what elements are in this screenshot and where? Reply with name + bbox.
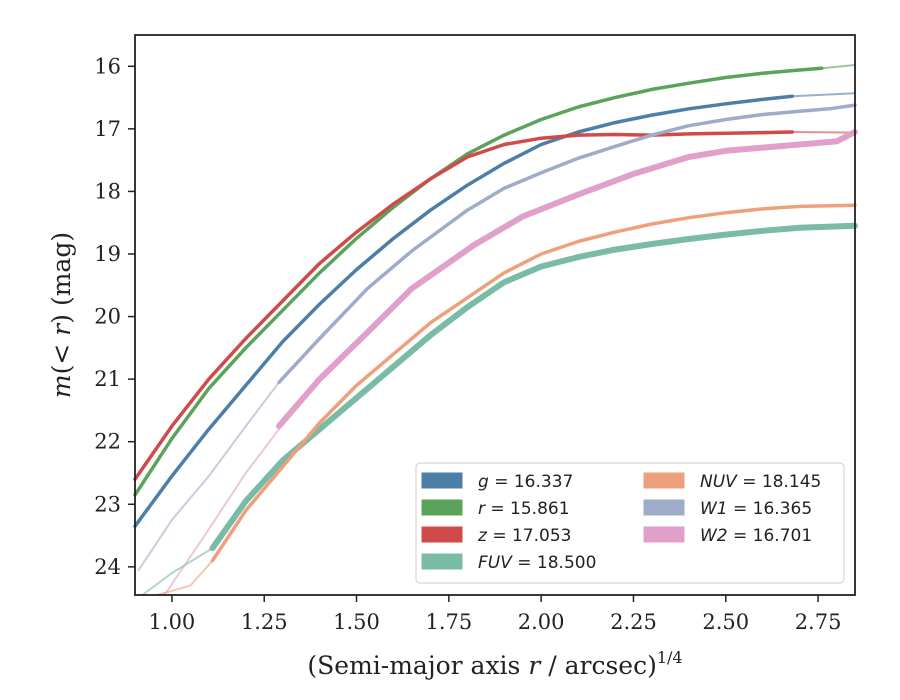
y-tick-label: 22 (94, 430, 121, 454)
series-NUV (156, 203, 857, 596)
x-tick-label: 1.00 (149, 610, 196, 634)
x-tick-label: 2.75 (795, 610, 842, 634)
legend-entry-z: z = 17.053 (421, 526, 571, 546)
x-axis-title-exponent: 1/4 (657, 648, 683, 667)
legend: g = 16.337 r = 15.861 z = 17.053 FUV = 18.5… (415, 462, 845, 584)
series-z-line (133, 130, 794, 481)
legend-frame (415, 462, 845, 584)
plot-frame (134, 34, 856, 596)
legend-entry-W1: W1 = 16.365 (643, 499, 812, 519)
series-W1 (137, 103, 857, 571)
legend-swatch-g (421, 472, 463, 489)
x-tick-label: 1.50 (333, 610, 380, 634)
legend-label-W2: W2 = 16.701 (700, 526, 812, 546)
legend-label-NUV: NUV = 18.145 (700, 472, 821, 492)
legend-swatch-W2 (643, 526, 685, 543)
legend-entry-r: r = 15.861 (421, 499, 570, 519)
series-z (133, 130, 856, 481)
legend-label-r: r = 15.861 (478, 499, 570, 519)
legend-swatch-r (421, 499, 463, 516)
series-W1-extension-line (137, 381, 280, 571)
series-W2 (163, 129, 858, 596)
series-r-line (133, 66, 824, 497)
x-tick-label: 1.75 (425, 610, 472, 634)
x-axis-title: (Semi-major axis r / arcsec)1/4 (307, 648, 682, 680)
series-NUV-line (210, 203, 857, 563)
y-tick-label: 23 (94, 492, 121, 516)
series-g (133, 92, 856, 528)
y-axis-title-m: m (47, 374, 76, 398)
series-NUV-extension-line (156, 559, 214, 596)
y-tick-label: 18 (94, 179, 121, 203)
legend-swatch-W1 (643, 499, 685, 516)
y-tick-label: 21 (94, 367, 121, 391)
legend-entry-W2: W2 = 16.701 (643, 526, 812, 546)
y-axis-title-close: ) (mag) (47, 232, 76, 324)
series-FUV (141, 222, 858, 596)
y-tick-label: 24 (94, 555, 121, 579)
legend-label-z: z = 17.053 (477, 526, 571, 546)
series-g-extension-line (791, 92, 856, 98)
x-tick-label: 2.50 (702, 610, 749, 634)
legend-swatch-NUV (643, 472, 685, 489)
y-axis-title: m(< r) (mag) (47, 232, 76, 398)
y-axis-ticks: 16 17 18 19 20 21 22 23 24 (94, 54, 135, 579)
x-axis-ticks: 1.00 1.25 1.50 1.75 2.00 2.25 2.50 2.75 (149, 595, 842, 634)
series-W1-line (277, 103, 857, 385)
legend-entry-FUV: FUV = 18.500 (421, 553, 596, 573)
y-tick-label: 20 (94, 305, 121, 329)
y-tick-label: 16 (94, 54, 121, 78)
legend-swatch-FUV (421, 553, 463, 570)
y-axis-title-r: r (47, 322, 76, 336)
series-g-line (133, 94, 794, 528)
series-layer (133, 64, 858, 596)
x-tick-label: 1.25 (241, 610, 288, 634)
x-tick-label: 2.00 (518, 610, 565, 634)
legend-entry-g: g = 16.337 (421, 472, 573, 492)
x-axis-title-prefix: (Semi-major axis (307, 651, 528, 680)
x-axis-title-suffix: / arcsec) (540, 651, 657, 680)
series-r-extension-line (820, 64, 856, 70)
series-FUV-line (209, 222, 858, 552)
y-axis-title-open: (< (47, 336, 76, 375)
series-FUV-extension-line (141, 547, 214, 596)
legend-label-g: g = 16.337 (478, 472, 573, 492)
legend-label-FUV: FUV = 18.500 (478, 553, 596, 573)
x-tick-label: 2.25 (610, 610, 657, 634)
legend-entry-NUV: NUV = 18.145 (643, 472, 821, 492)
legend-swatch-z (421, 526, 463, 543)
legend-label-W1: W1 = 16.365 (700, 499, 812, 519)
series-r (133, 64, 856, 497)
y-tick-label: 17 (94, 117, 121, 141)
y-tick-label: 19 (94, 242, 121, 266)
x-axis-title-var: r (528, 651, 542, 680)
series-W2-extension-line (163, 428, 280, 596)
series-W2-line (276, 129, 858, 430)
series-z-extension-line (791, 131, 856, 134)
